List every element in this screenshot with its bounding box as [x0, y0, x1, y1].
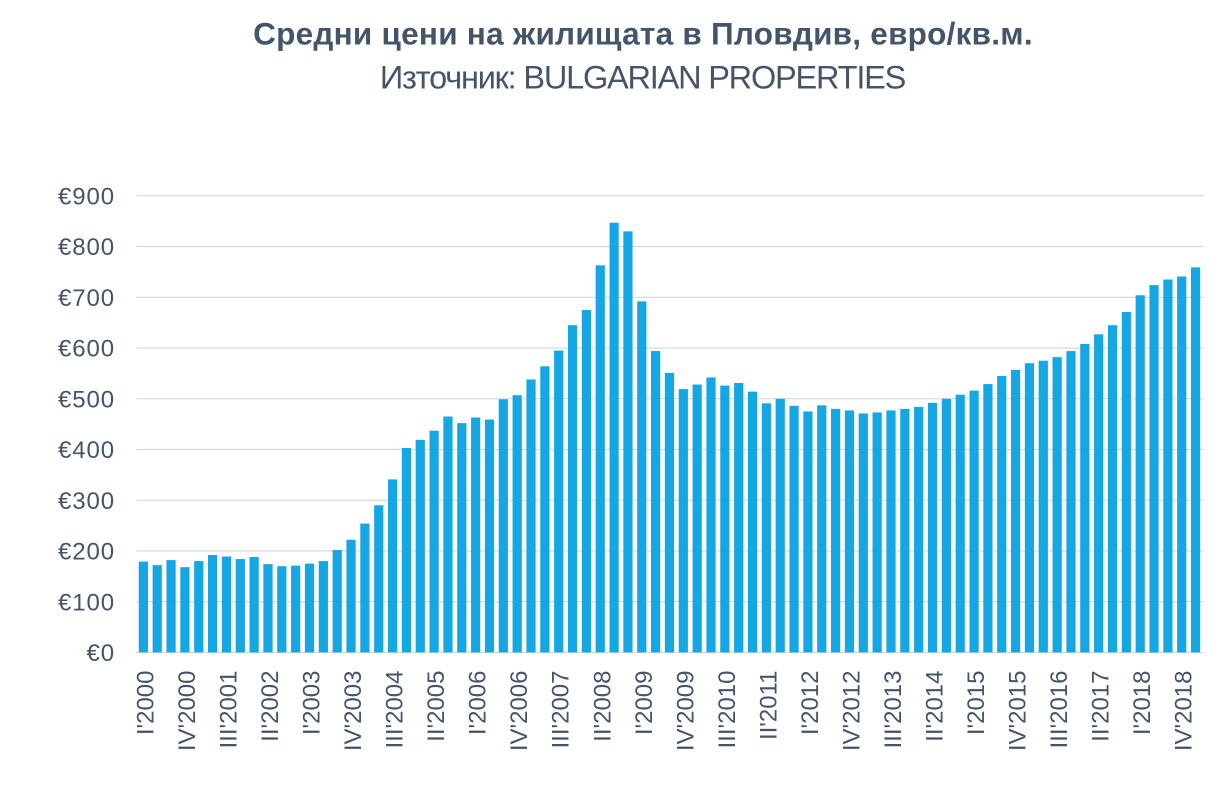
- svg-text:I'2000: I'2000: [132, 671, 159, 736]
- svg-text:I'2009: I'2009: [631, 671, 658, 736]
- svg-text:€300: €300: [58, 488, 115, 515]
- svg-text:€500: €500: [58, 386, 115, 413]
- svg-text:IV'2015: IV'2015: [1005, 671, 1032, 752]
- svg-text:€400: €400: [58, 437, 115, 464]
- svg-text:I'2018: I'2018: [1129, 671, 1156, 736]
- svg-text:III'2013: III'2013: [880, 671, 907, 749]
- svg-text:I'2015: I'2015: [963, 671, 990, 736]
- svg-text:Средни цени на жилищата в Плов: Средни цени на жилищата в Пловдив, евро/…: [253, 15, 1033, 51]
- svg-text:Източник: BULGARIAN PROPERTIES: Източник: BULGARIAN PROPERTIES: [380, 60, 906, 96]
- svg-text:€900: €900: [58, 183, 115, 210]
- svg-text:II'2017: II'2017: [1088, 671, 1115, 742]
- svg-text:II'2002: II'2002: [257, 671, 284, 742]
- svg-text:I'2012: I'2012: [797, 671, 824, 736]
- svg-text:IV'2009: IV'2009: [672, 671, 699, 752]
- svg-text:€0: €0: [87, 640, 116, 667]
- svg-text:€200: €200: [58, 539, 115, 566]
- svg-text:€800: €800: [58, 234, 115, 261]
- svg-text:III'2010: III'2010: [714, 671, 741, 749]
- svg-text:IV'2000: IV'2000: [174, 671, 201, 752]
- svg-text:€700: €700: [58, 285, 115, 312]
- svg-text:IV'2018: IV'2018: [1171, 671, 1198, 752]
- svg-text:IV'2003: IV'2003: [340, 671, 367, 752]
- svg-text:IV'2006: IV'2006: [506, 671, 533, 752]
- svg-text:III'2001: III'2001: [215, 671, 242, 749]
- svg-text:III'2016: III'2016: [1046, 671, 1073, 749]
- svg-text:III'2004: III'2004: [382, 671, 409, 749]
- svg-text:I'2003: I'2003: [299, 671, 326, 736]
- svg-text:II'2008: II'2008: [589, 671, 616, 742]
- svg-text:I'2006: I'2006: [465, 671, 492, 736]
- svg-text:II'2014: II'2014: [922, 671, 949, 742]
- svg-text:IV'2012: IV'2012: [838, 671, 865, 752]
- svg-text:III'2007: III'2007: [548, 671, 575, 749]
- svg-text:II'2011: II'2011: [755, 671, 782, 741]
- svg-text:€600: €600: [58, 336, 115, 363]
- svg-text:€100: €100: [58, 589, 115, 616]
- svg-text:II'2005: II'2005: [423, 671, 450, 742]
